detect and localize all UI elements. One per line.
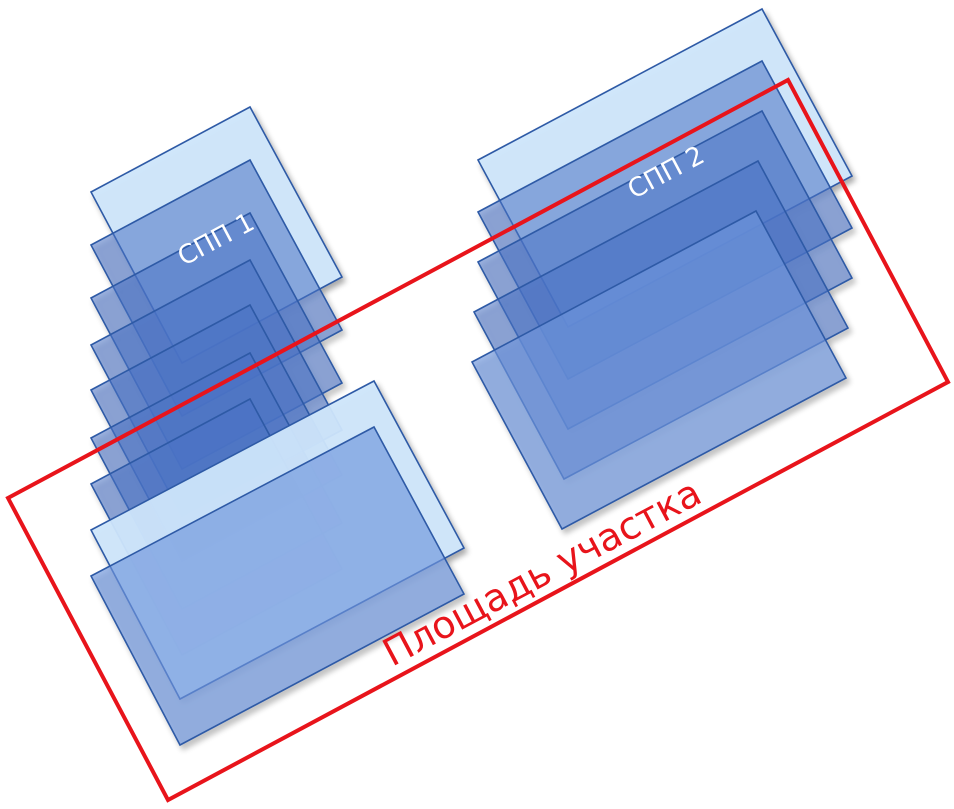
group-2-sheet-5 [470,209,848,531]
site-boundary [5,77,951,803]
group-1-sheet-9 [89,425,466,747]
group-1-sheets [89,105,466,747]
group-2-sheets [470,7,854,531]
